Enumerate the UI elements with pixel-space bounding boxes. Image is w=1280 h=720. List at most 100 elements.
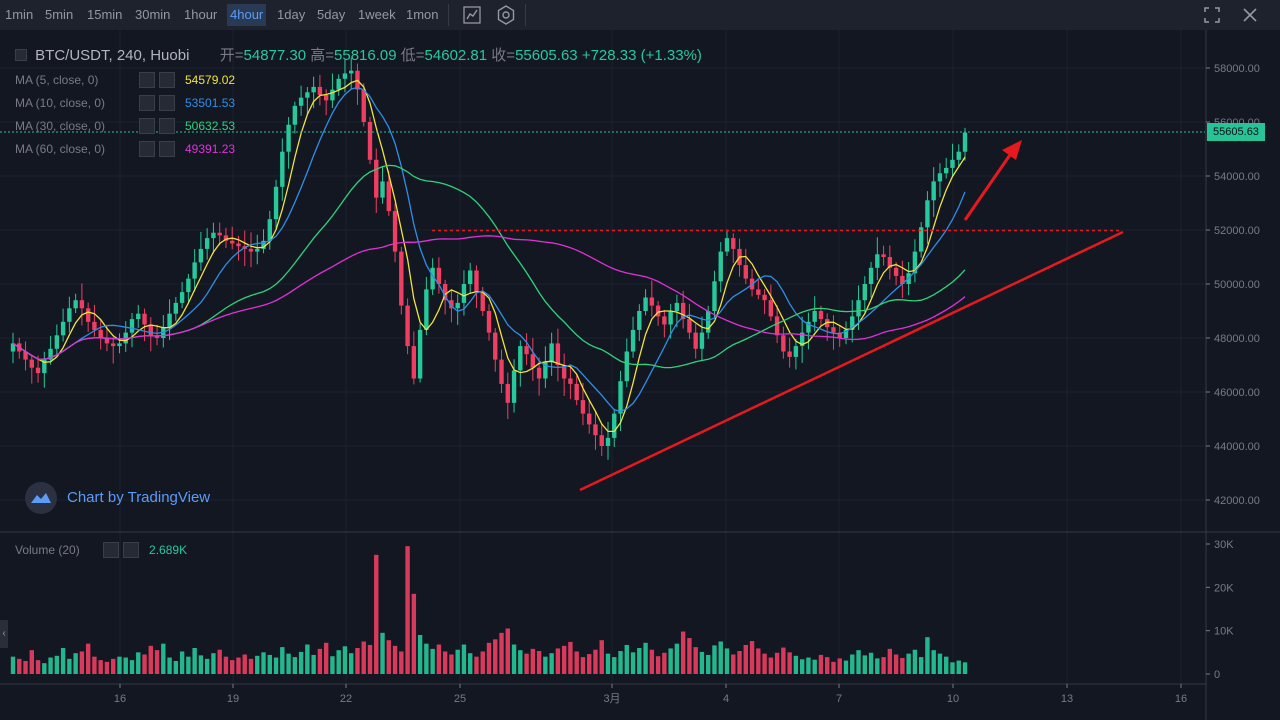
- up-arrow-icon[interactable]: [1002, 140, 1022, 160]
- close-icon[interactable]: [159, 117, 175, 134]
- candle-body: [336, 78, 341, 90]
- volume-bar: [480, 651, 485, 674]
- candle-body: [255, 248, 260, 252]
- ma30-legend[interactable]: MA (30, close, 0) 50632.53: [15, 117, 235, 135]
- ma5-legend[interactable]: MA (5, close, 0) 54579.02: [15, 71, 235, 89]
- candle-body: [361, 89, 366, 122]
- price-tick-label: 44000.00: [1214, 441, 1260, 453]
- candle-body: [881, 254, 886, 257]
- volume-bar: [568, 641, 573, 674]
- volume-bar: [455, 649, 460, 674]
- settings-icon[interactable]: [103, 541, 120, 558]
- volume-bar: [10, 656, 16, 674]
- time-axis[interactable]: 16 19 22 25 3月 4 7 10 13 16: [114, 684, 1187, 705]
- volume-bar: [167, 657, 172, 674]
- volume-axis[interactable]: 30K 20K 10K 0: [1206, 539, 1234, 681]
- settings-icon[interactable]: [494, 3, 518, 27]
- ma60-line: [12, 235, 966, 360]
- settings-icon[interactable]: [139, 117, 155, 134]
- volume-bar: [505, 628, 510, 674]
- timeframe-5day[interactable]: 5day: [317, 7, 346, 22]
- volume-bar: [48, 657, 53, 674]
- side-toolbar-toggle[interactable]: ‹: [0, 620, 8, 648]
- volume-bar: [856, 650, 861, 674]
- fullscreen-icon[interactable]: [1200, 3, 1224, 27]
- collapse-legend-icon[interactable]: [15, 49, 27, 62]
- timeframe-15min[interactable]: 15min: [87, 7, 123, 22]
- timeframe-1min[interactable]: 1min: [5, 7, 34, 22]
- timeframe-30min[interactable]: 30min: [135, 7, 171, 22]
- volume-bar: [292, 657, 298, 674]
- candle-body: [104, 338, 110, 344]
- volume-bar: [330, 656, 335, 674]
- volume-bar: [900, 657, 905, 674]
- volume-bar: [236, 657, 241, 674]
- close-icon[interactable]: [159, 94, 175, 111]
- volume-bar: [862, 655, 867, 674]
- candle-body: [931, 181, 936, 201]
- tradingview-watermark[interactable]: Chart by TradingView: [25, 481, 210, 515]
- up-arrow-shaft[interactable]: [963, 151, 1014, 221]
- ma60-label: MA (60, close, 0): [15, 142, 106, 156]
- close-icon[interactable]: [159, 140, 175, 157]
- volume-bar: [179, 651, 185, 674]
- candle-body: [323, 95, 329, 101]
- volume-bar: [925, 637, 930, 674]
- user-drawings[interactable]: [432, 140, 1124, 492]
- volume-bar: [286, 653, 291, 674]
- ma60-legend[interactable]: MA (60, close, 0) 49391.23: [15, 140, 235, 158]
- volume-bar: [724, 648, 730, 674]
- close-icon[interactable]: [1238, 3, 1262, 27]
- ma5-value: 54579.02: [185, 73, 236, 87]
- trend-line[interactable]: [579, 230, 1124, 492]
- price-chart[interactable]: 58000.0056000.0054000.0052000.0050000.00…: [0, 30, 1280, 720]
- timeframe-5min[interactable]: 5min: [45, 7, 74, 22]
- timeframe-1week[interactable]: 1week: [358, 7, 396, 22]
- timeframe-1mon[interactable]: 1mon: [406, 7, 439, 22]
- volume-bar: [342, 646, 348, 674]
- volume-legend[interactable]: Volume (20) 2.689K: [15, 540, 187, 560]
- candle-body: [405, 305, 410, 347]
- candle-body: [850, 316, 855, 330]
- timeframe-1hour[interactable]: 1hour: [184, 7, 218, 22]
- candle-body: [493, 332, 498, 360]
- candle-body: [605, 437, 611, 446]
- volume-bar: [587, 654, 592, 674]
- toolbar-divider: [525, 4, 526, 26]
- candle-body: [612, 413, 617, 438]
- volume-bar: [555, 648, 561, 674]
- ma10-value: 53501.53: [185, 96, 236, 110]
- settings-icon[interactable]: [139, 94, 155, 111]
- candle-body: [399, 251, 404, 306]
- volume-bar: [123, 657, 128, 674]
- candle-body: [624, 351, 629, 382]
- volume-bar: [762, 653, 767, 674]
- volume-bar: [29, 650, 34, 674]
- volume-bar: [449, 654, 454, 674]
- volume-tick-label: 0: [1214, 669, 1220, 681]
- volume-tick-label: 30K: [1214, 539, 1234, 551]
- settings-icon[interactable]: [139, 71, 155, 88]
- indicators-icon[interactable]: [460, 3, 484, 27]
- candle-body: [267, 219, 272, 241]
- volume-bar: [599, 640, 604, 674]
- settings-icon[interactable]: [139, 140, 155, 157]
- candle-body: [724, 238, 730, 252]
- candle-body: [67, 308, 72, 322]
- timeframe-1day[interactable]: 1day: [277, 7, 306, 22]
- candle-body: [417, 329, 423, 379]
- candle-body: [286, 124, 291, 152]
- volume-bar: [918, 657, 924, 674]
- close-icon[interactable]: [123, 541, 140, 558]
- candle-body: [937, 173, 943, 182]
- timeframe-4hour[interactable]: 4hour: [227, 4, 267, 26]
- last-price-label: 55605.63: [1207, 123, 1265, 141]
- candle-body: [731, 238, 736, 249]
- close-icon[interactable]: [159, 71, 175, 88]
- volume-value: 2.689K: [149, 543, 188, 557]
- high-value: 55816.09: [334, 47, 397, 64]
- price-axis[interactable]: 58000.0056000.0054000.0052000.0050000.00…: [1206, 63, 1260, 507]
- volume-bar: [875, 658, 880, 674]
- volume-bar: [323, 642, 329, 674]
- ma10-legend[interactable]: MA (10, close, 0) 53501.53: [15, 94, 235, 112]
